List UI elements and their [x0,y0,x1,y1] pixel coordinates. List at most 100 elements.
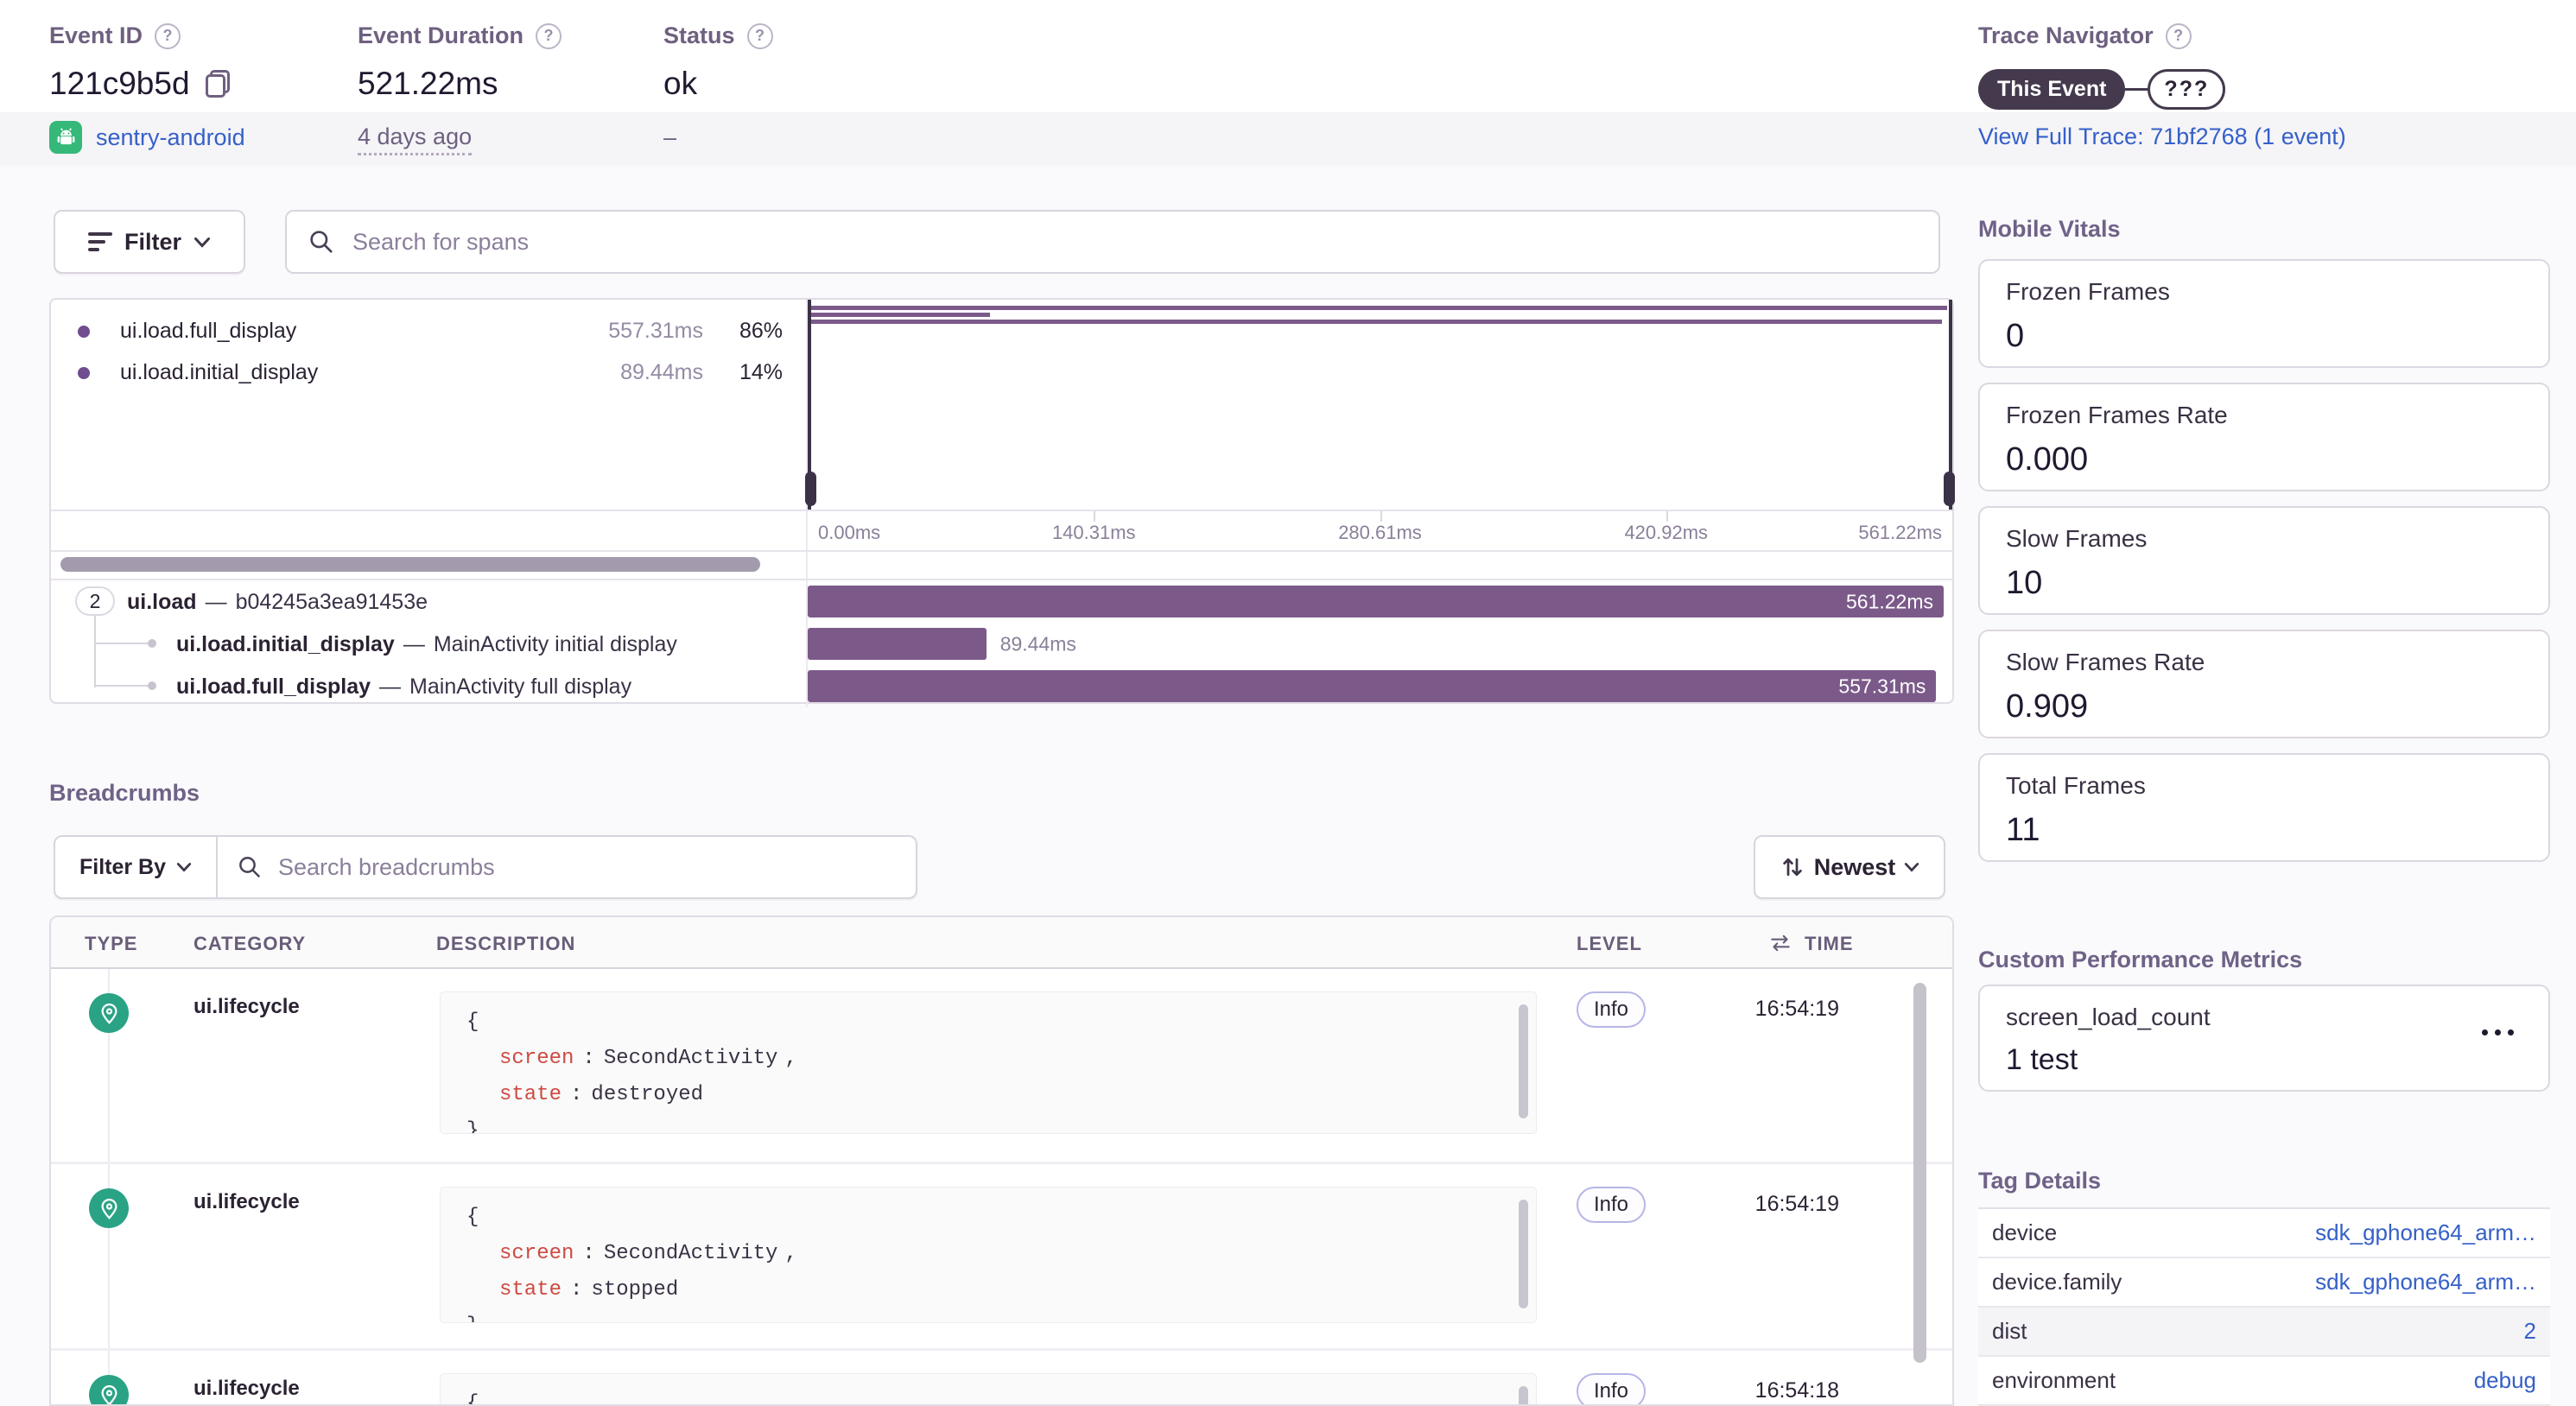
tag-details-title: Tag Details [1978,1168,2102,1194]
span-filter-button[interactable]: Filter [54,210,245,274]
span-desc: MainActivity full display [409,674,632,699]
span-row-ui-load[interactable]: 2 ui.load — b04245a3ea91453e 561.22ms [51,580,1952,623]
this-event-pill[interactable]: This Event [1978,69,2126,110]
span-bar[interactable] [808,628,987,660]
legend-percent: 86% [739,319,783,343]
vital-card-frozen-frames: Frozen Frames 0 [1978,259,2550,368]
vital-card-total-frames: Total Frames 11 [1978,753,2550,862]
span-legend: ui.load.full_display 557.31ms 86% ui.loa… [51,300,808,510]
tag-details-table: device sdk_gphone64_arm… device.family s… [1978,1207,2550,1406]
code-line: { [466,1206,479,1229]
minimap-left-handle[interactable] [805,472,816,506]
tag-key: device.family [1992,1269,2122,1295]
span-bar[interactable]: 557.31ms [808,670,1937,702]
code-line: } [466,1119,479,1134]
code-scrollbar-thumb[interactable] [1519,1386,1528,1404]
code-line: { [466,1392,479,1406]
axis-labels: 0.00ms 140.31ms 280.61ms 420.92ms 561.22… [808,511,1952,550]
custom-metrics-title: Custom Performance Metrics [1978,947,2303,972]
tag-value-link[interactable]: sdk_gphone64_arm… [2315,1269,2536,1295]
legend-row-full-display[interactable]: ui.load.full_display 557.31ms 86% [51,312,808,352]
project-name: sentry-android [96,124,245,150]
status-value: ok [663,66,698,101]
event-age[interactable]: 4 days ago [358,124,473,155]
legend-row-initial-display[interactable]: ui.load.initial_display 89.44ms 14% [51,353,808,393]
status-help-icon[interactable]: ? [746,22,773,49]
map-pin-icon [89,1375,129,1404]
span-search-input[interactable] [351,227,1918,256]
breadcrumbs-filter-by-button[interactable]: Filter By [55,837,218,897]
code-value: SecondActivity [603,1242,778,1265]
level-badge: Info [1577,1373,1646,1404]
code-scrollbar-thumb[interactable] [1519,1200,1528,1308]
event-duration-help-icon[interactable]: ? [536,22,562,49]
span-op: ui.load.initial_display [176,632,395,656]
span-sep: — [379,674,402,699]
legend-percent: 14% [739,360,783,384]
overflow-menu-icon[interactable] [2477,1024,2519,1041]
span-tree: 2 ui.load — b04245a3ea91453e 561.22ms ui.l… [51,580,1952,707]
trace-navigator-pills: This Event ??? [1978,69,2226,110]
breadcrumb-code-block[interactable]: { screen:SecondActivity, state:stopped } [440,1187,1537,1323]
breadcrumb-row: ui.lifecycle { screen: SecondActivity, st… [51,1162,1952,1348]
hscrollbar-thumb[interactable] [60,557,760,572]
minimap-left-edge[interactable] [808,300,811,510]
legend-op: ui.load.full_display [120,319,297,343]
tag-value-link[interactable]: sdk_gphone64_arm… [2315,1219,2536,1245]
tag-row: environment debug [1978,1357,2550,1406]
vital-label: Frozen Frames [2006,278,2170,305]
vital-value: 10 [2006,565,2043,601]
code-key: screen [499,1047,574,1070]
project-link[interactable]: sentry-android [49,121,245,154]
span-bar[interactable]: 561.22ms [808,586,1944,618]
breadcrumb-code-block[interactable]: { screen: SecondActivity, state: destroyed… [440,991,1537,1134]
col-time[interactable]: TIME [1805,933,1854,954]
code-key: state [499,1278,562,1302]
breadcrumbs-search-input[interactable] [276,852,897,882]
table-scrollbar-thumb[interactable] [1913,983,1926,1363]
minimap-right-handle[interactable] [1944,472,1955,506]
metric-name: screen_load_count [2006,1004,2211,1030]
breadcrumb-time: 16:54:18 [1754,1378,1839,1403]
span-op: ui.load.full_display [176,674,371,699]
filter-lines-icon [87,232,112,251]
event-id-help-icon[interactable]: ? [155,22,181,49]
vital-value: 0 [2006,318,2025,354]
vital-value: 0.000 [2006,441,2089,478]
minimap-right-edge[interactable] [1949,300,1952,510]
span-minimap[interactable] [805,300,1955,510]
event-id-value: 121c9b5d [49,66,190,101]
span-filter-label: Filter [124,228,181,255]
vital-card-frozen-frames-rate: Frozen Frames Rate 0.000 [1978,383,2550,491]
span-children-count[interactable]: 2 [75,586,115,616]
minimap-bar-initial-display [811,313,990,317]
trace-navigator-label-row: Trace Navigator ? [1978,22,2192,49]
swap-arrows-icon [1771,934,1790,952]
span-search-box [285,210,1940,274]
breadcrumbs-sort-button[interactable]: Newest [1754,835,1945,899]
span-time-axis: 0.00ms 140.31ms 280.61ms 420.92ms 561.22… [51,511,1952,552]
tree-connector-line [94,643,149,644]
trace-navigator-help-icon[interactable]: ? [2165,22,2192,49]
vital-value: 11 [2006,812,2040,848]
code-scrollbar-thumb[interactable] [1519,1004,1528,1118]
breadcrumbs-toolbar: Filter By [54,835,917,899]
metric-value: 1 test [2006,1043,2078,1076]
tag-value-link[interactable]: debug [2473,1367,2536,1393]
breadcrumb-code-block[interactable]: { [440,1373,1537,1406]
span-desc: MainActivity initial display [433,632,677,656]
next-trace-node-pill[interactable]: ??? [2148,69,2226,110]
span-row-full-display[interactable]: ui.load.full_display — MainActivity full d… [51,665,1952,707]
tag-row: device.family sdk_gphone64_arm… [1978,1258,2550,1308]
breadcrumb-row: ui.lifecycle { screen: SecondActivity, st… [51,969,1952,1162]
sort-label: Newest [1813,853,1896,880]
tag-value-link[interactable]: 2 [2523,1318,2536,1344]
span-waterfall-panel: ui.load.full_display 557.31ms 86% ui.loa… [49,298,1955,707]
copy-icon[interactable] [205,70,230,98]
col-level: LEVEL [1577,933,1642,954]
span-row-initial-display[interactable]: ui.load.initial_display — MainActivity ini… [51,623,1952,665]
code-value: stopped [591,1278,679,1302]
view-full-trace-link[interactable]: View Full Trace: 71bf2768 (1 event) [1978,124,2346,149]
col-category: CATEGORY [194,933,307,954]
event-duration-label-row: Event Duration ? [358,22,562,49]
